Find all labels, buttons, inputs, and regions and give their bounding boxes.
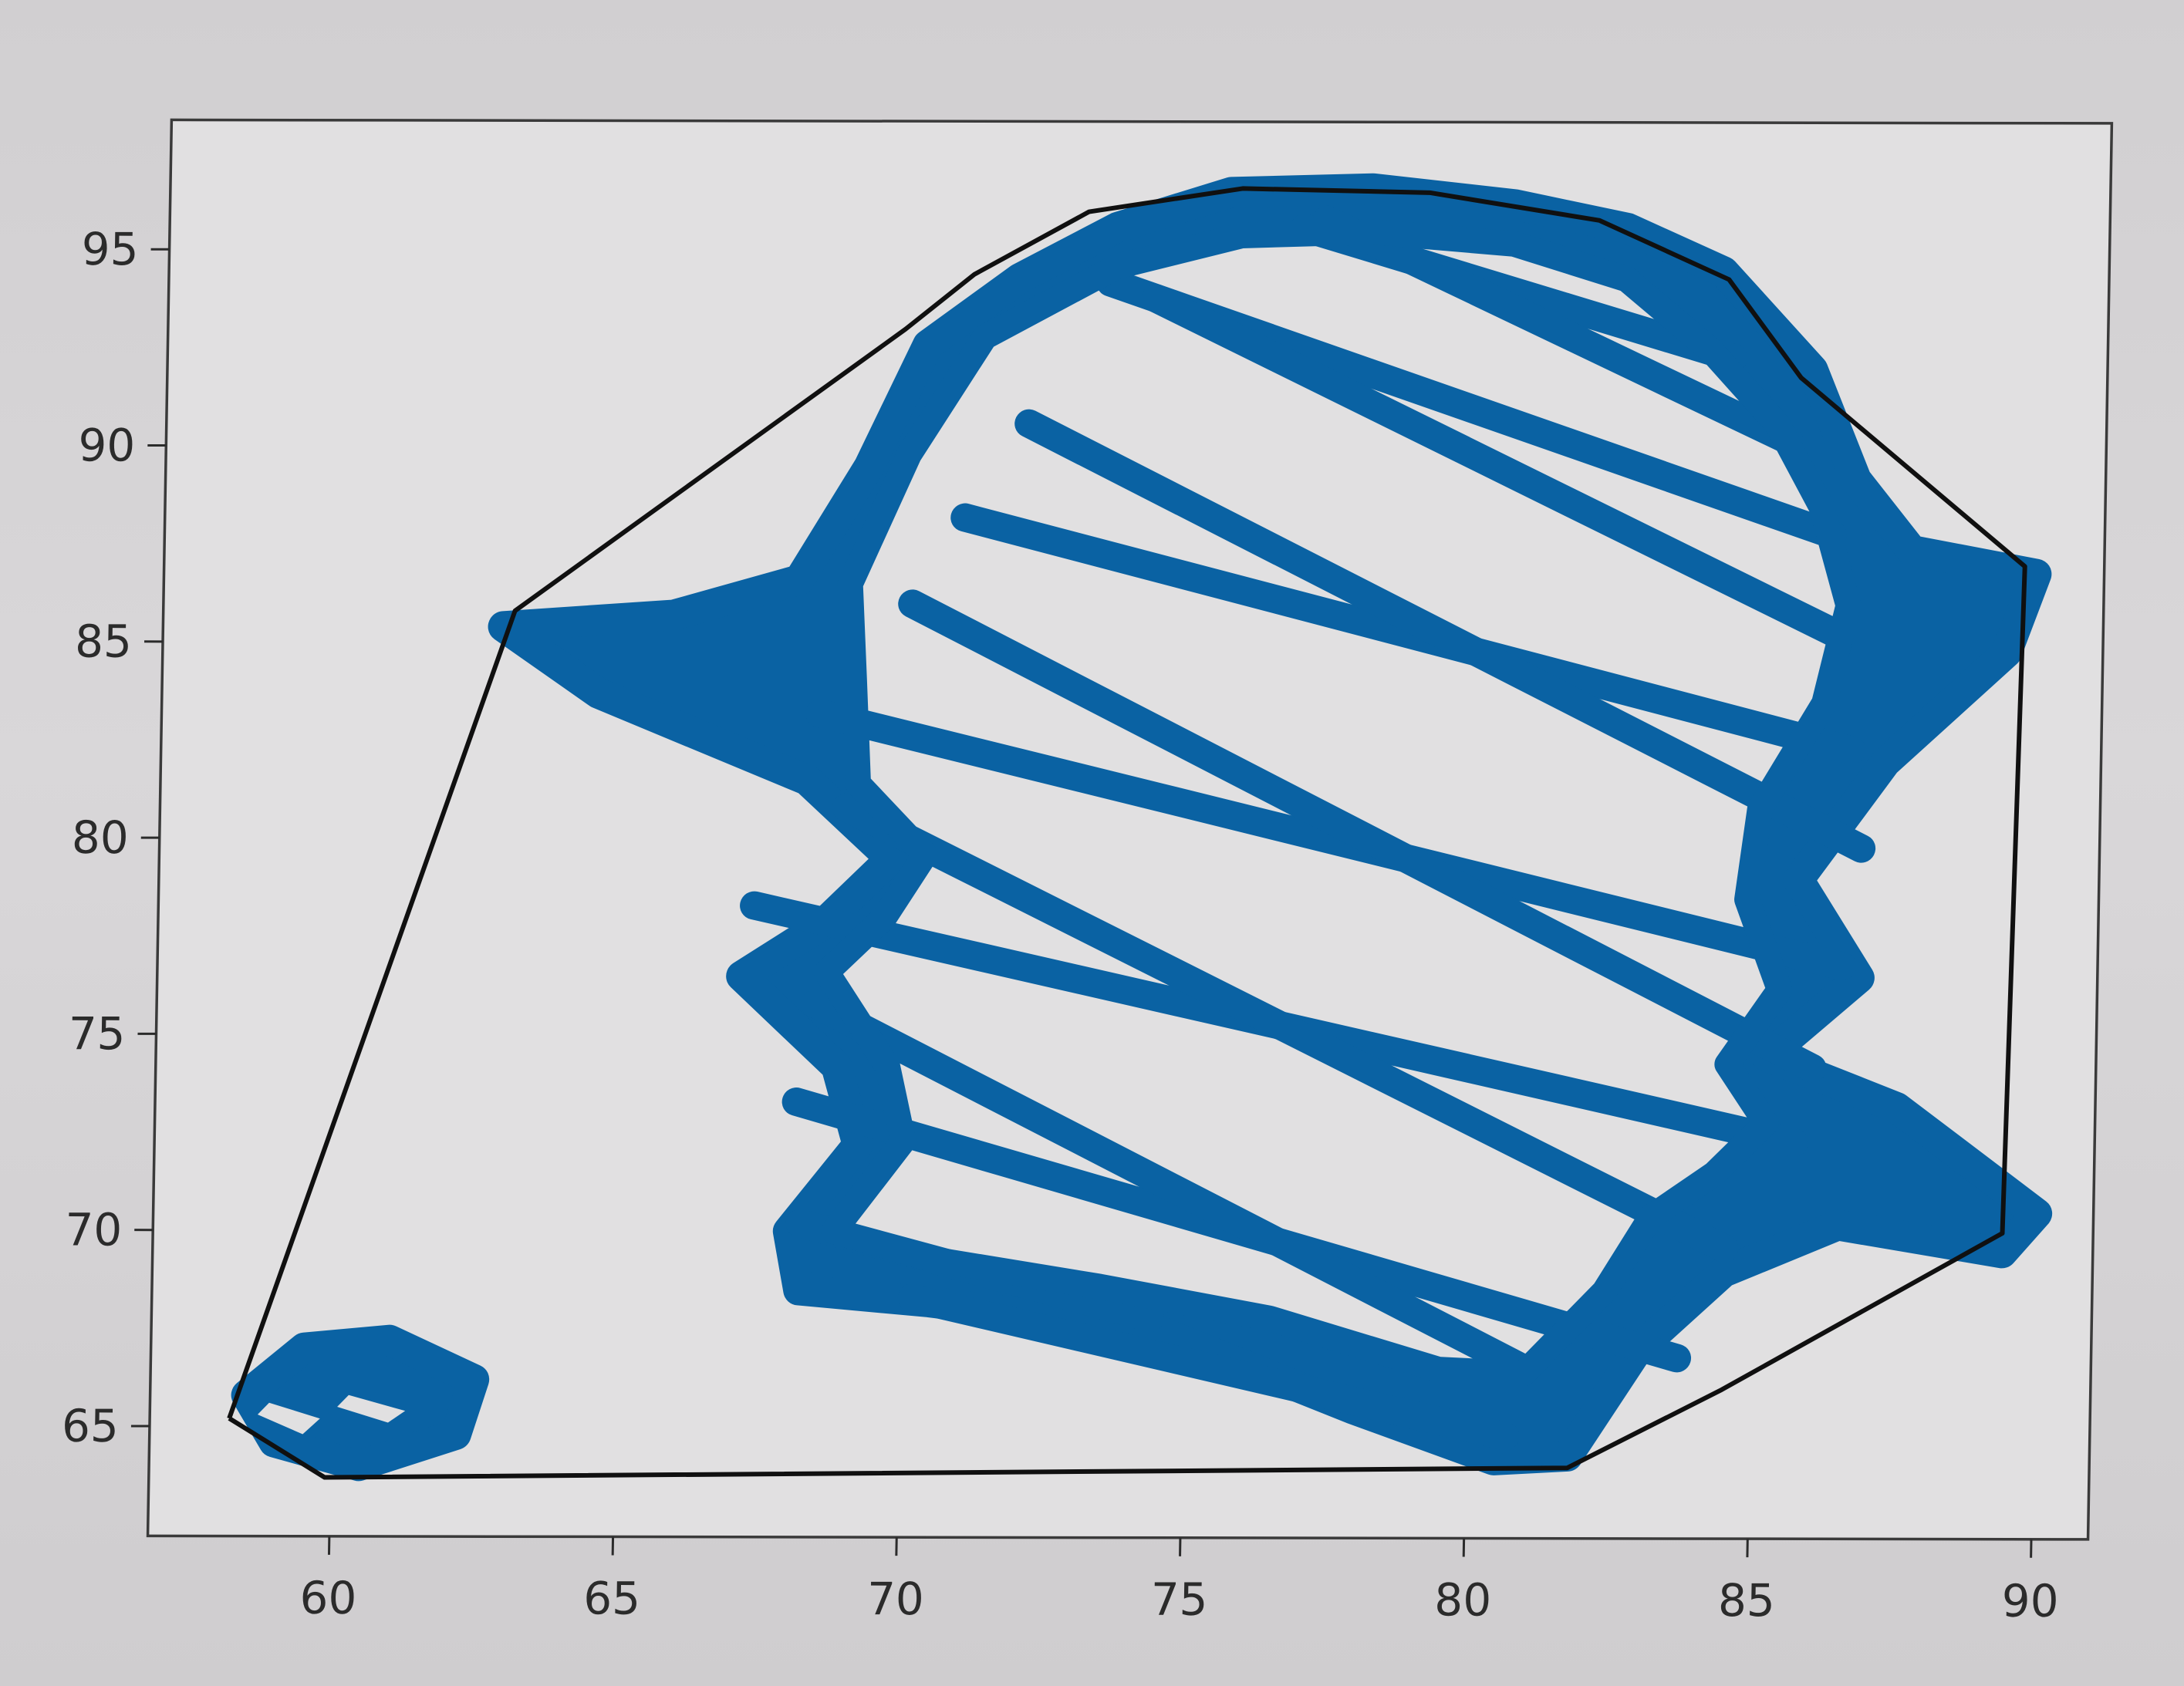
x-tick-label: 80 xyxy=(1434,1573,1492,1626)
x-tick: 75 xyxy=(1150,1537,1208,1626)
point-cluster-gap xyxy=(337,1394,406,1423)
y-tick-label: 95 xyxy=(81,223,139,275)
point-lattice-stroke-down-4 xyxy=(950,503,1866,765)
convex-hull-line xyxy=(227,186,2027,1480)
x-tick-label: 75 xyxy=(1150,1573,1208,1626)
chart-area: 60 65 70 75 80 xyxy=(62,118,2114,1627)
point-cluster-gap xyxy=(257,1402,320,1435)
x-tick-label: 90 xyxy=(2001,1575,2059,1627)
x-tick: 65 xyxy=(583,1536,641,1625)
point-lattice-stroke-down-0 xyxy=(897,1283,1520,1451)
y-tick-label: 75 xyxy=(68,1007,126,1060)
x-tick: 90 xyxy=(2001,1539,2059,1627)
x-tick-label: 85 xyxy=(1718,1574,1776,1627)
point-lattice-stroke-up-6 xyxy=(1313,205,1804,455)
y-tick: 70 xyxy=(65,1204,154,1256)
point-cluster-ring xyxy=(814,219,1862,1387)
point-lattice-stroke-down-3 xyxy=(805,699,1857,981)
point-lattice-stroke-up-5 xyxy=(1141,284,1857,651)
y-tick: 90 xyxy=(78,419,167,471)
y-tick: 95 xyxy=(81,223,170,275)
point-lattice-stroke-up-3 xyxy=(898,589,1827,1083)
x-tick: 85 xyxy=(1718,1539,1776,1627)
y-tick: 80 xyxy=(71,811,160,864)
point-lattice-stroke-up-1 xyxy=(800,989,1532,1381)
y-tick-label: 70 xyxy=(65,1204,123,1256)
x-tick: 80 xyxy=(1434,1538,1492,1627)
point-lattice-stroke-up-4 xyxy=(1014,409,1876,863)
x-axis-ticks: 60 65 70 75 80 xyxy=(299,1536,2059,1627)
hull-layer xyxy=(227,186,2027,1480)
y-tick-label: 85 xyxy=(75,615,133,668)
data-layer xyxy=(231,173,2053,1482)
y-tick: 65 xyxy=(62,1400,150,1452)
x-tick: 70 xyxy=(866,1537,924,1625)
point-lattice-stroke-up-2 xyxy=(832,793,1739,1263)
y-axis-ticks: 65 70 75 80 85 xyxy=(62,223,170,1452)
y-tick: 85 xyxy=(75,615,164,668)
x-tick-label: 65 xyxy=(583,1572,641,1624)
y-tick: 75 xyxy=(68,1007,157,1060)
y-tick-label: 80 xyxy=(71,811,129,864)
y-tick-label: 90 xyxy=(78,419,136,471)
y-tick-label: 65 xyxy=(62,1400,120,1452)
x-tick-label: 60 xyxy=(299,1572,357,1624)
x-tick-label: 70 xyxy=(866,1573,924,1625)
x-tick: 60 xyxy=(299,1536,357,1624)
